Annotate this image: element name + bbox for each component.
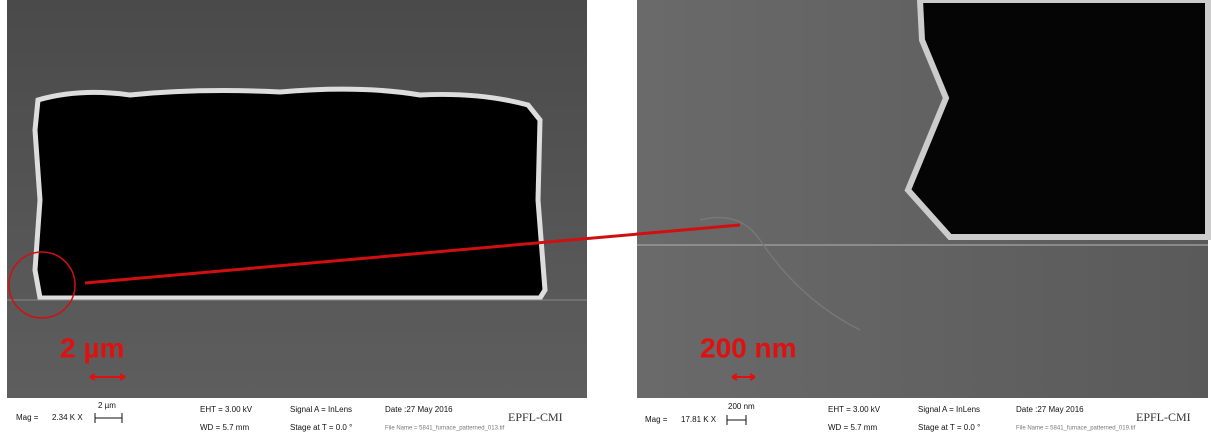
eht: EHT = 3.00 kV	[828, 405, 881, 414]
scale-label: 200 nm	[700, 332, 797, 363]
scale-bar	[727, 415, 746, 425]
scale-label: 2 µm	[60, 332, 124, 363]
eht: EHT = 3.00 kV	[200, 405, 253, 414]
sem-figure: 2 µm 200 nm Mag = 2.34 K X 2 µm EHT = 3.…	[0, 0, 1211, 441]
date: Date :27 May 2016	[1016, 405, 1084, 414]
logo: EPFL-CMI	[1136, 410, 1191, 424]
scale-bar-label: 2 µm	[98, 401, 116, 410]
signal: Signal A = InLens	[290, 405, 352, 414]
signal: Signal A = InLens	[918, 405, 980, 414]
scale-bar-label: 200 nm	[728, 402, 755, 411]
mag-value: 2.34 K X	[52, 413, 83, 422]
mag: Mag =	[645, 415, 668, 424]
left-footer: Mag = 2.34 K X 2 µm EHT = 3.00 kV WD = 5…	[16, 401, 563, 432]
file-name: File Name = 5841_furnace_patterned_019.t…	[1016, 426, 1136, 432]
file-name: File Name = 5841_furnace_patterned_013.t…	[385, 426, 505, 432]
scale-bar	[95, 413, 122, 423]
mag-value: 17.81 K X	[681, 415, 717, 424]
date: Date :27 May 2016	[385, 405, 453, 414]
stage: Stage at T = 0.0 °	[290, 423, 352, 432]
logo: EPFL-CMI	[508, 410, 563, 424]
mag: Mag =	[16, 413, 39, 422]
right-footer: Mag = 17.81 K X 200 nm EHT = 3.00 kV WD …	[645, 402, 1191, 432]
wd: WD = 5.7 mm	[200, 423, 249, 432]
stage: Stage at T = 0.0 °	[918, 423, 980, 432]
wd: WD = 5.7 mm	[828, 423, 877, 432]
